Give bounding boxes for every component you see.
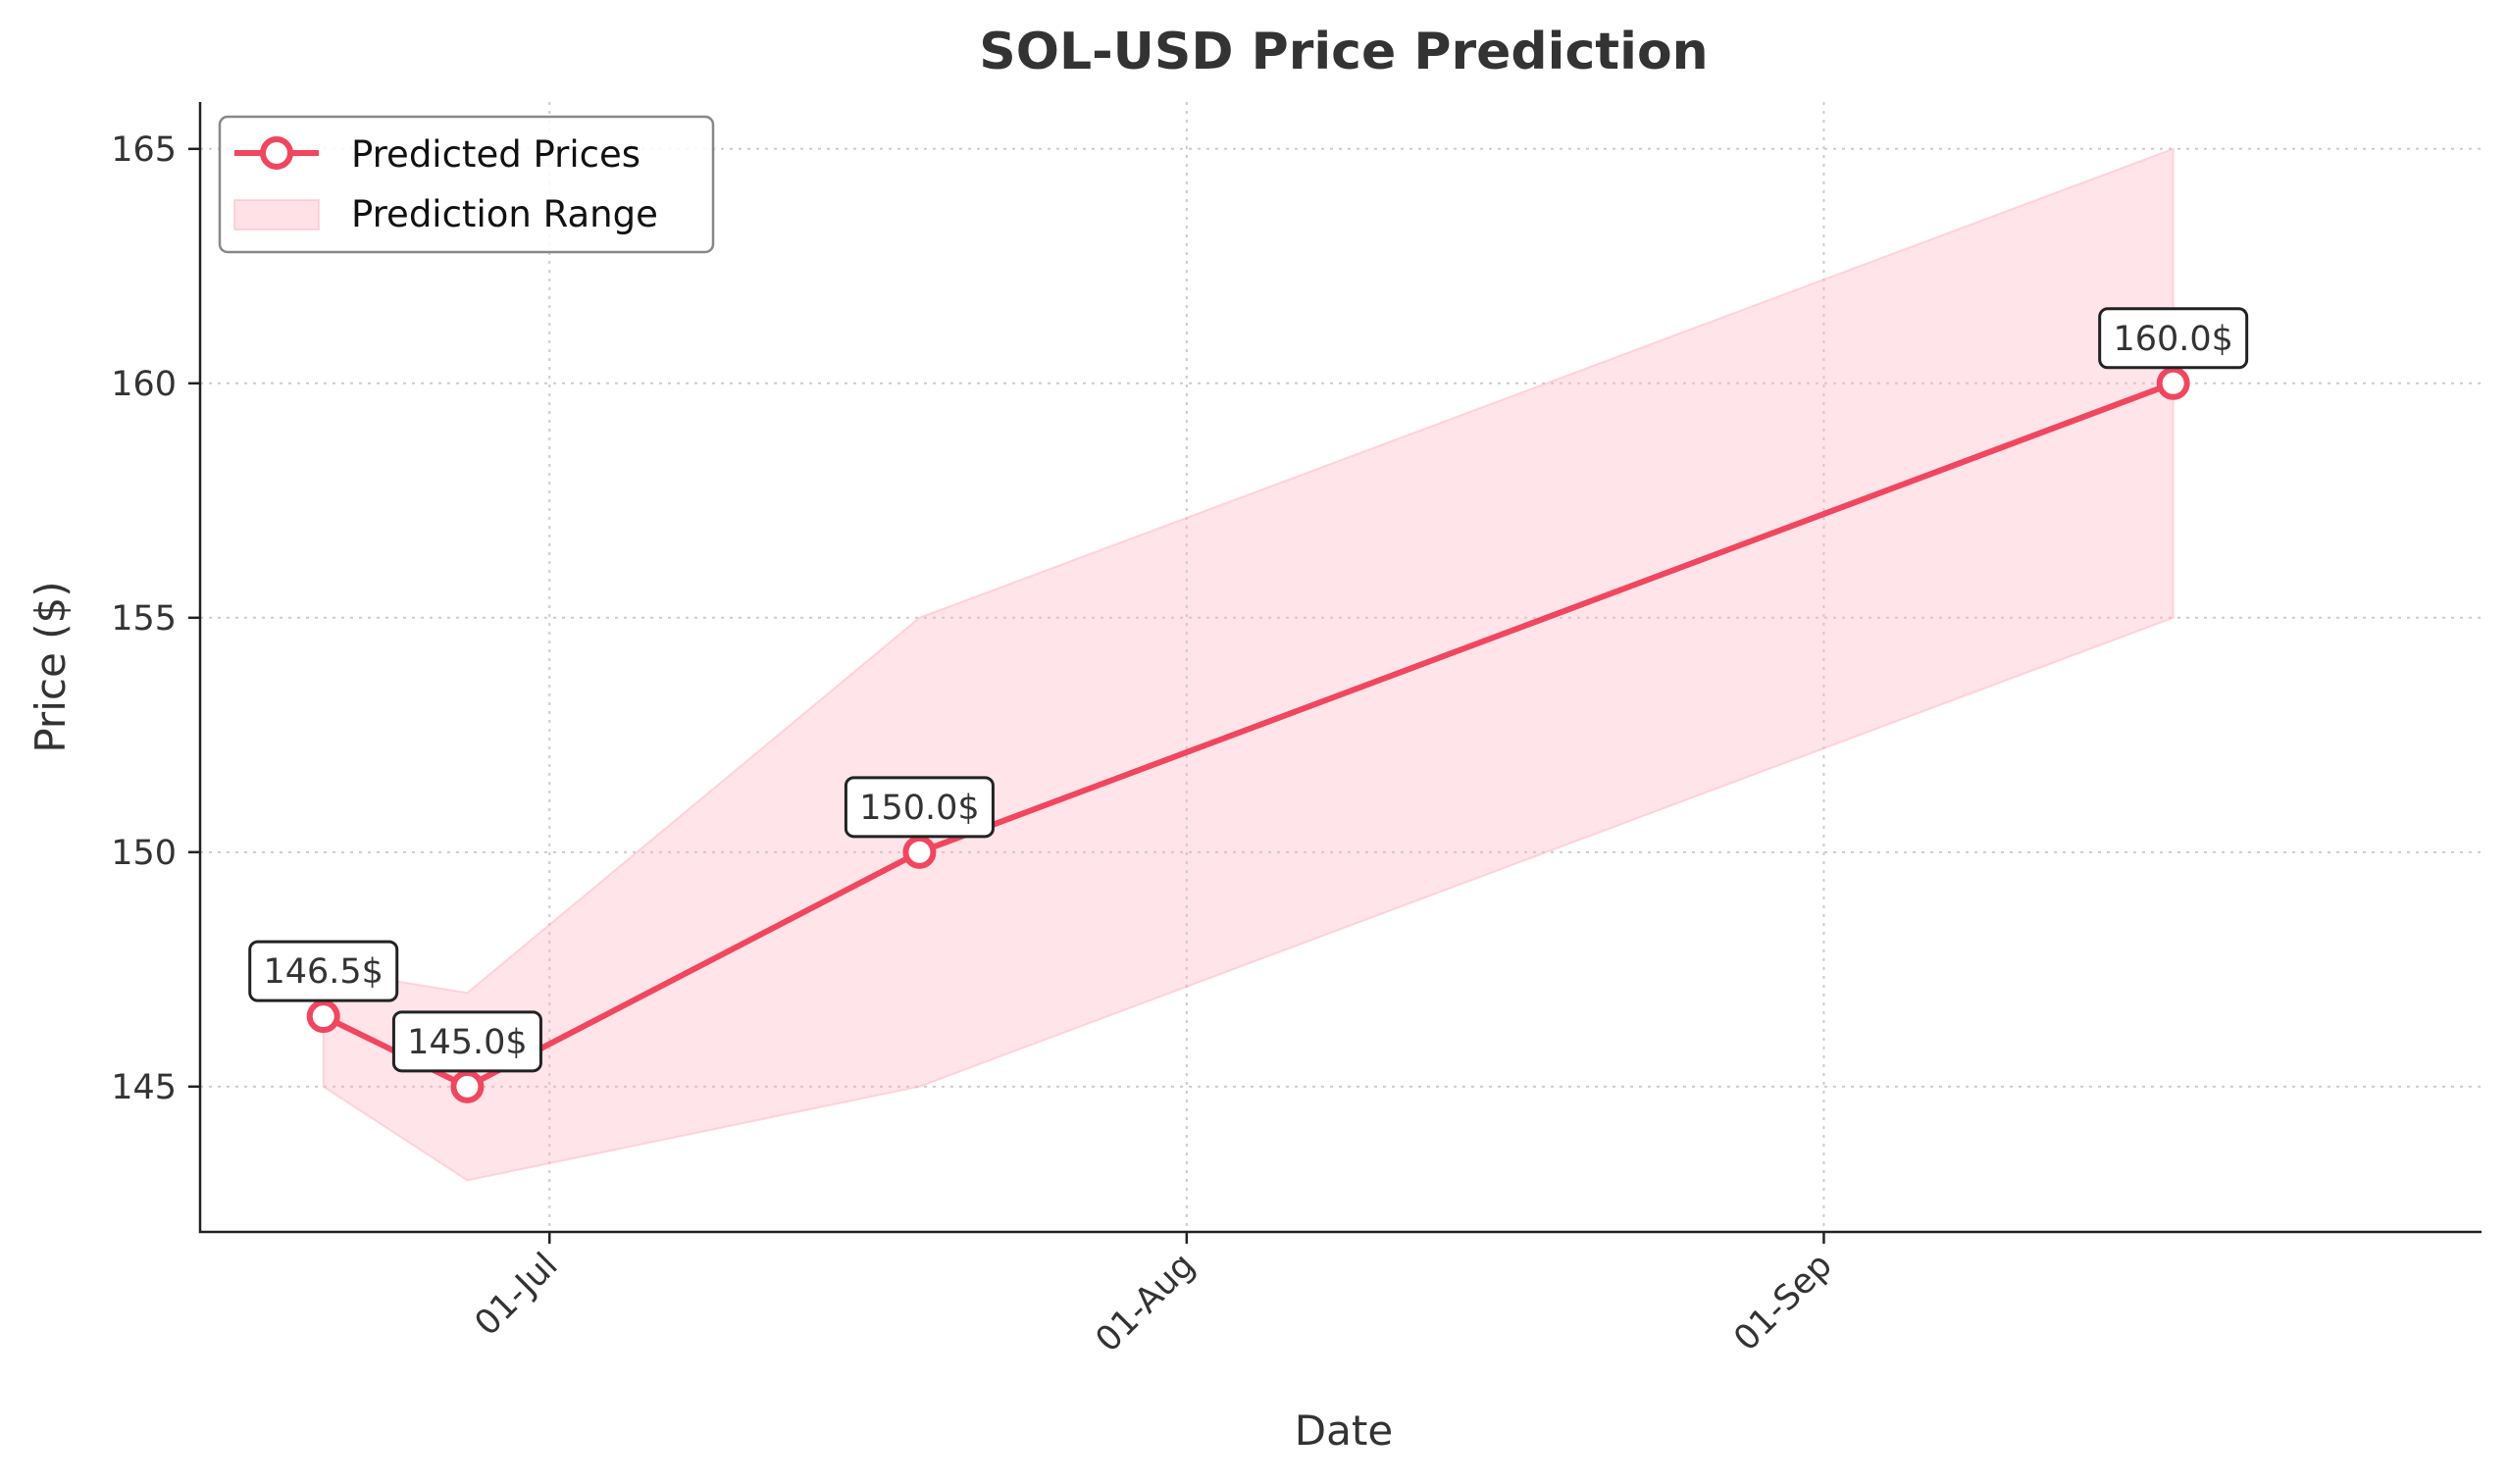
- chart-title: SOL-USD Price Prediction: [979, 23, 1708, 81]
- data-point-marker: [2156, 366, 2190, 400]
- legend: Predicted Prices Prediction Range: [218, 115, 715, 254]
- data-point-marker: [902, 835, 937, 869]
- legend-entry-predicted-prices: Predicted Prices: [351, 133, 640, 176]
- data-label: 145.0$: [407, 1023, 527, 1062]
- legend-band-swatch: [233, 199, 320, 230]
- legend-entry-prediction-range: Prediction Range: [351, 193, 658, 235]
- data-label-box: [2098, 307, 2249, 370]
- data-point-marker: [306, 999, 340, 1034]
- y-tick-label: 145: [111, 1068, 177, 1107]
- data-label: 160.0$: [2113, 320, 2232, 359]
- y-tick-label: 160: [111, 365, 177, 404]
- x-axis-label: Date: [1295, 1407, 1393, 1455]
- y-tick-label: 165: [111, 130, 177, 170]
- data-label: 150.0$: [859, 789, 979, 828]
- data-label-box: [844, 776, 995, 839]
- data-labels: 146.5$ 145.0$ 150.0$ 160.0$: [248, 307, 2249, 1073]
- axis-spines: [198, 102, 2482, 1234]
- legend-marker-swatch: [260, 136, 293, 170]
- y-axis-label: Price ($): [26, 581, 75, 752]
- data-label-box: [391, 1010, 542, 1073]
- legend-frame: [218, 115, 715, 254]
- data-label-box: [248, 940, 399, 1002]
- data-point-marker: [450, 1069, 485, 1103]
- data-label: 146.5$: [263, 952, 383, 992]
- y-tick-label: 150: [111, 834, 177, 873]
- y-tick-label: 155: [111, 599, 177, 639]
